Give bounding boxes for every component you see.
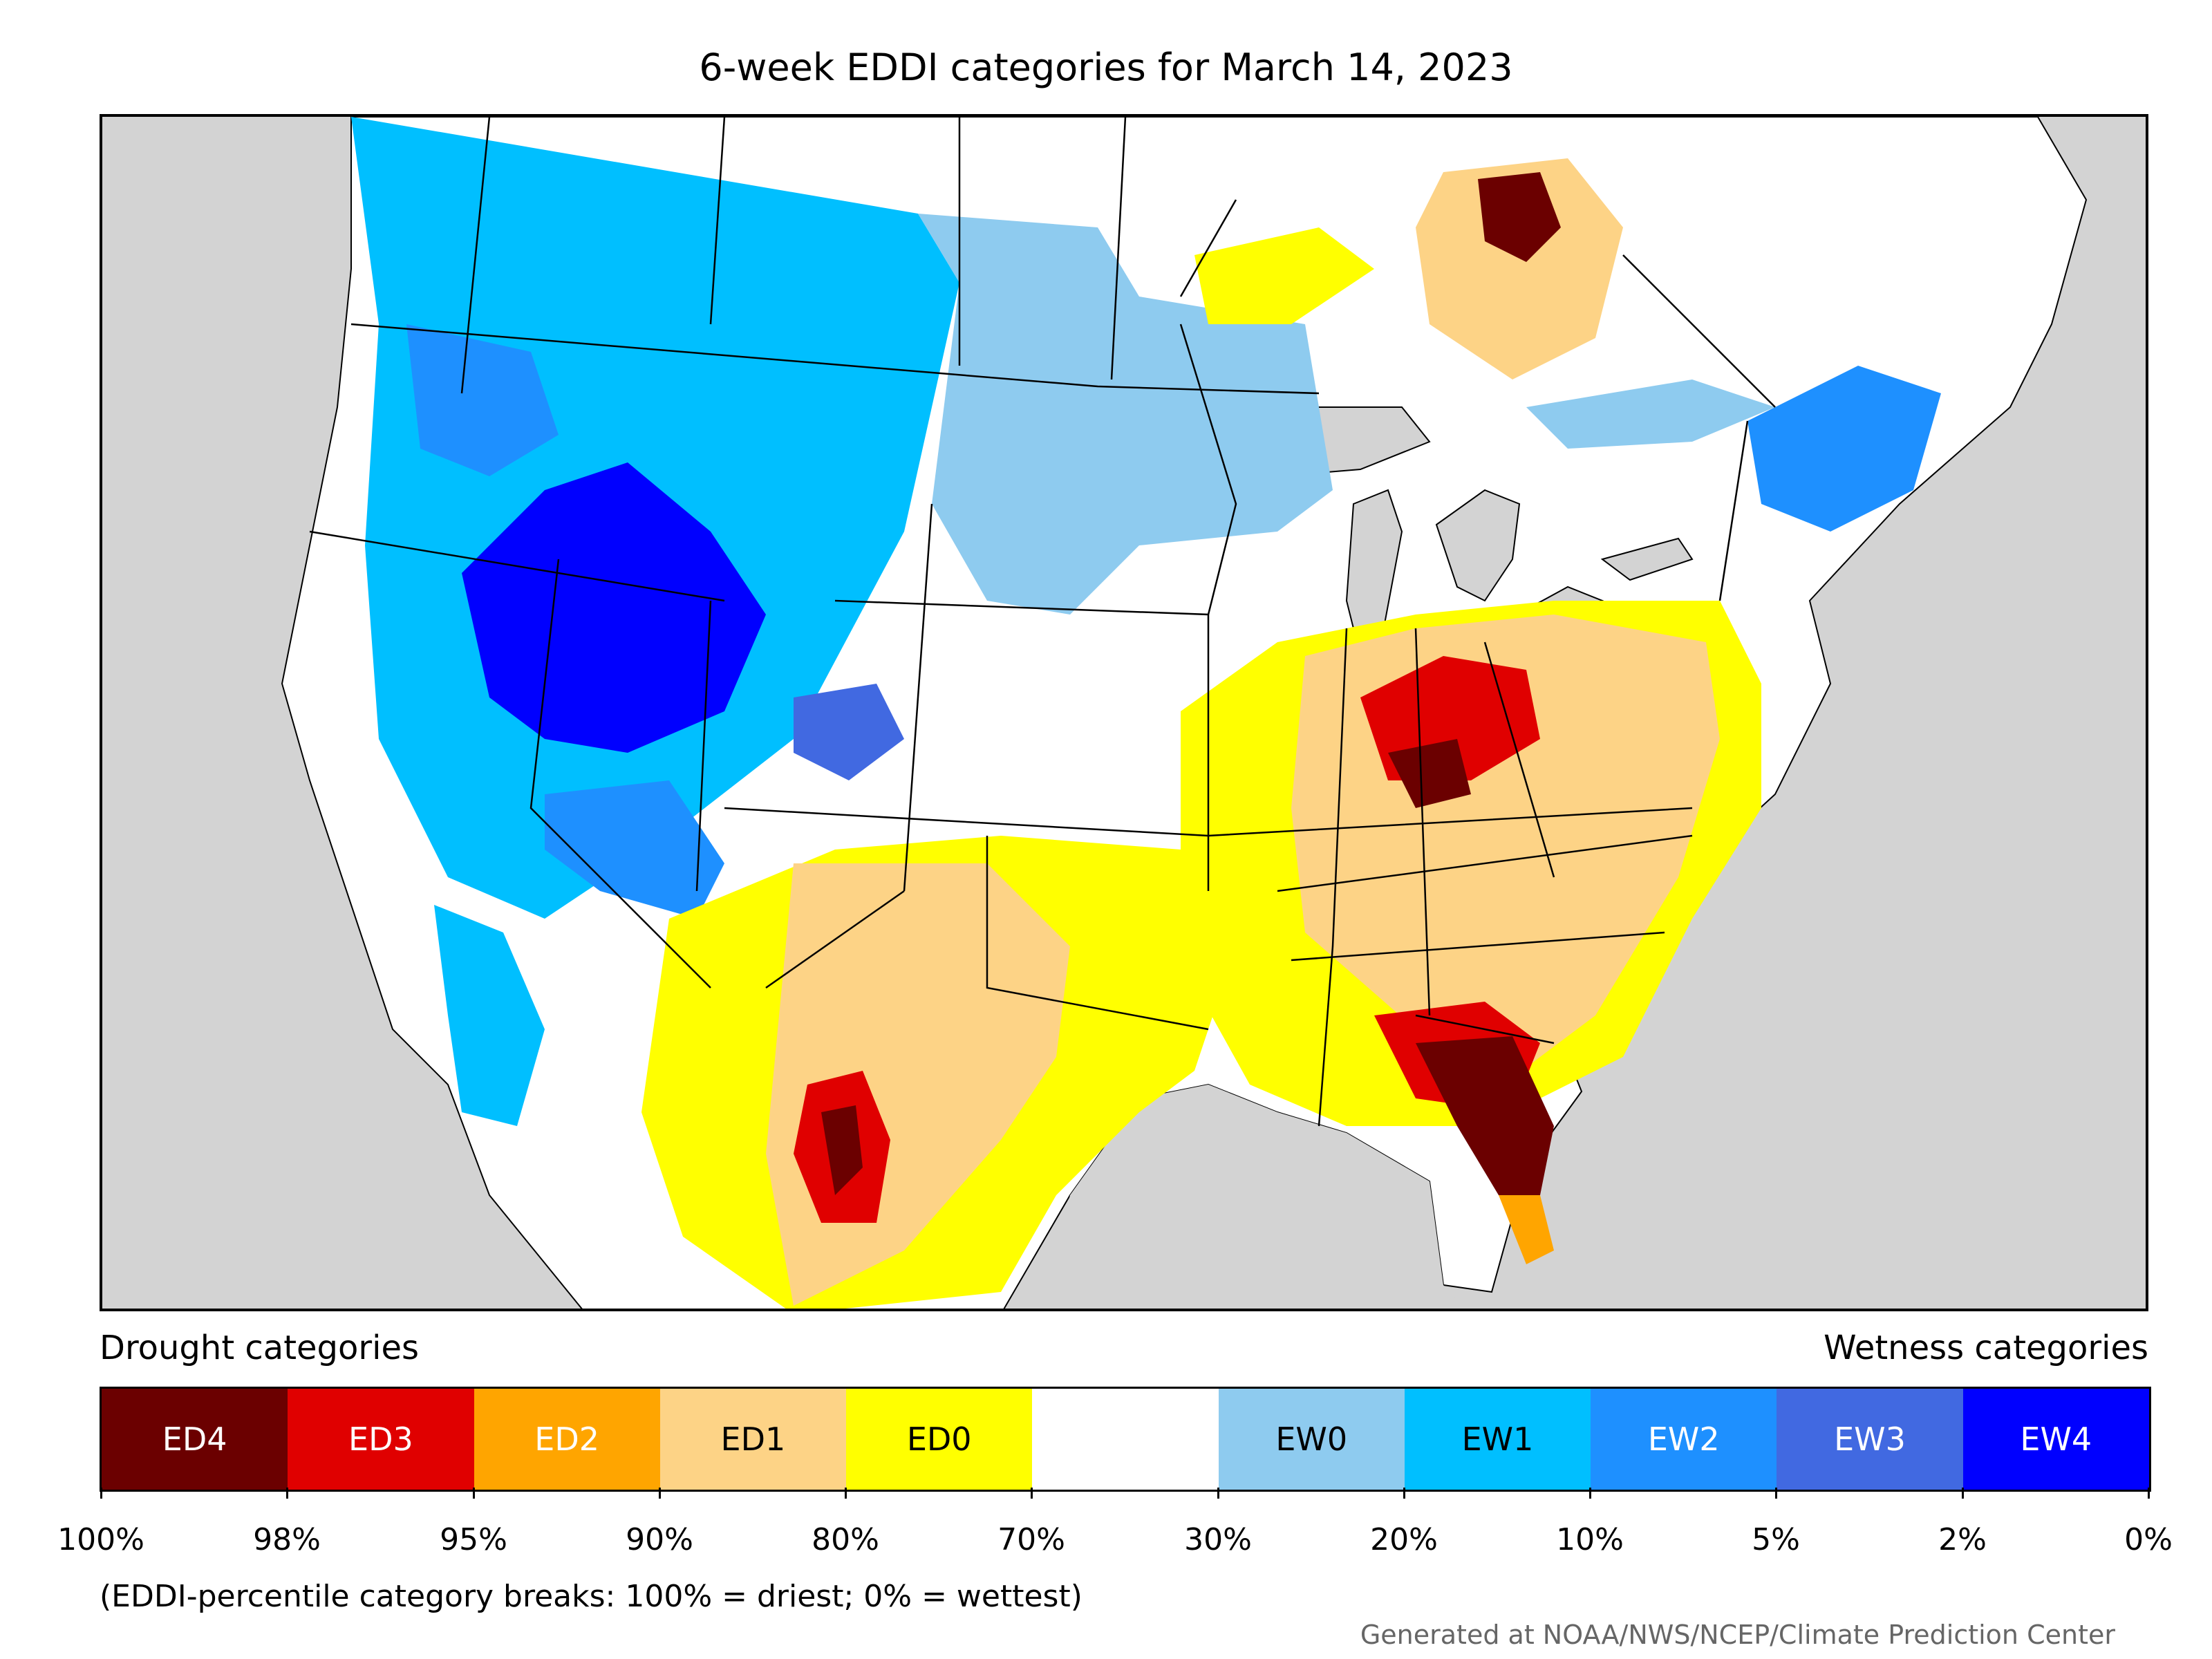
wetness-categories-heading: Wetness categories <box>1824 1329 2148 1367</box>
colorbar-tick <box>2148 1488 2150 1499</box>
ed-ontario <box>1194 227 1374 324</box>
colorbar-tick-label: 70% <box>997 1522 1065 1557</box>
colorbar-tick-label: 20% <box>1370 1522 1438 1557</box>
colorbar-tick <box>1775 1488 1777 1499</box>
ed-quebec-ring <box>1416 158 1623 379</box>
colorbar-tick <box>1217 1488 1219 1499</box>
ew-great-basin <box>462 462 766 753</box>
colorbar-tick <box>1403 1488 1405 1499</box>
gulf-of-mexico <box>1043 1085 1466 1309</box>
ed-west-texas-core <box>821 1105 863 1195</box>
colorbar-tick <box>845 1488 847 1499</box>
ew-quebec-band <box>1526 379 1775 449</box>
colorbar-tick-label: 95% <box>440 1522 507 1557</box>
drought-categories-heading: Drought categories <box>100 1329 419 1367</box>
political-borders <box>309 117 1776 1127</box>
colorbar-tick-label: 98% <box>253 1522 321 1557</box>
colorbar-tick <box>659 1488 661 1499</box>
colorbar-cell-ew2: EW2 <box>1591 1389 1777 1490</box>
colorbar-tick-label: 5% <box>1752 1522 1800 1557</box>
colorbar-tick-label: 100% <box>57 1522 144 1557</box>
colorbar-cell-ew0: EW0 <box>1218 1389 1405 1490</box>
category-colorbar: ED4 ED3 ED2 ED1 ED0 EW0 EW1 EW2 EW3 EW4 <box>100 1387 2151 1492</box>
colorbar-tick <box>473 1488 475 1499</box>
colorbar-tick-label: 0% <box>2124 1522 2173 1557</box>
colorbar-ticks: 100% 98% 95% 90% 80% 70% 30% 20% 10% 5% 2% 0% <box>57 1488 2173 1557</box>
colorbar-cell-ed3: ED3 <box>288 1389 474 1490</box>
colorbar-cell-ed2: ED2 <box>474 1389 660 1490</box>
colorbar-cell-ed4: ED4 <box>102 1389 288 1490</box>
credit-line: Generated at NOAA/NWS/NCEP/Climate Predi… <box>1360 1620 2115 1650</box>
ew-arizona <box>545 780 724 919</box>
colorbar-tick <box>1031 1488 1033 1499</box>
eddi-map <box>281 117 2088 1309</box>
ew-northern-rockies <box>406 324 559 476</box>
colorbar-cell-ew3: EW3 <box>1777 1389 1963 1490</box>
colorbar-cell-ed0: ED0 <box>846 1389 1033 1490</box>
colorbar-tick-label: 90% <box>626 1522 693 1557</box>
colorbar-tick <box>100 1488 102 1499</box>
map-panel <box>100 114 2148 1311</box>
ed-quebec <box>1478 172 1561 262</box>
ed-kentucky <box>1388 739 1471 808</box>
colorbar-tick-label: 10% <box>1556 1522 1624 1557</box>
colorbar-cell-normal <box>1032 1389 1219 1490</box>
colorbar-tick <box>1589 1488 1591 1499</box>
colorbar-tick-label: 80% <box>812 1522 879 1557</box>
colorbar-tick-label: 2% <box>1938 1522 1987 1557</box>
colorbar-cell-ew4: EW4 <box>1962 1389 2149 1490</box>
ew-new-england <box>1747 366 1941 532</box>
ew-colorado <box>794 684 904 780</box>
colorbar-tick <box>1962 1488 1964 1499</box>
colorbar-cell-ew1: EW1 <box>1404 1389 1591 1490</box>
ed-florida <box>1416 1036 1554 1195</box>
colorbar-tick <box>286 1488 288 1499</box>
ed-florida-edge <box>1499 1195 1554 1264</box>
colorbar-cell-ed1: ED1 <box>659 1389 847 1490</box>
percentile-note: (EDDI-percentile category breaks: 100% =… <box>100 1579 1082 1614</box>
map-title: 6-week EDDI categories for March 14, 202… <box>699 46 1513 89</box>
ew-baja <box>434 905 545 1126</box>
colorbar-tick-label: 30% <box>1184 1522 1252 1557</box>
